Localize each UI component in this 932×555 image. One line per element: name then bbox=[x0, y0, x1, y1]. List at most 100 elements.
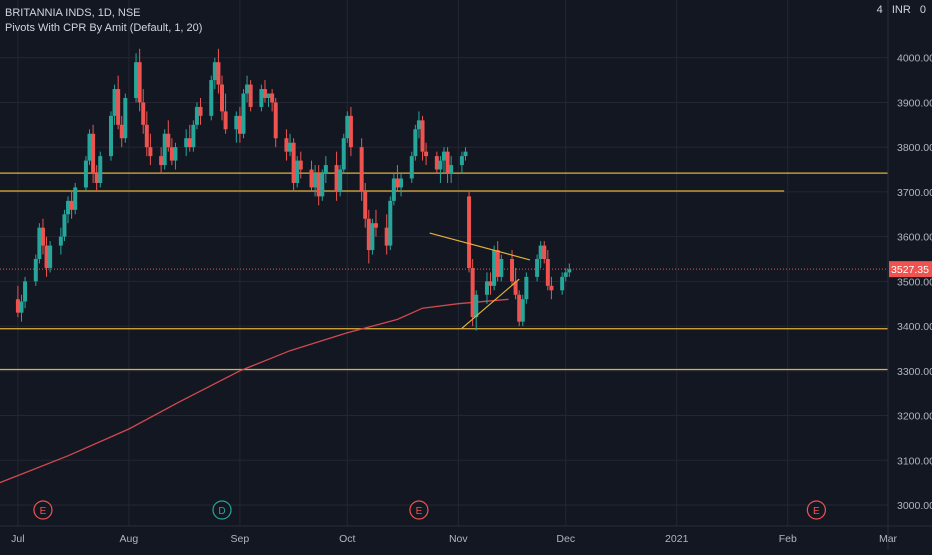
last-price-tag bbox=[889, 261, 932, 278]
price-tick-label: 3600.00 bbox=[897, 232, 932, 244]
candle-body bbox=[62, 214, 67, 237]
price-tick-label: 3900.00 bbox=[897, 97, 932, 109]
candle-body bbox=[438, 160, 443, 170]
candle-body bbox=[370, 223, 375, 251]
candle-body bbox=[259, 89, 264, 107]
indicator-title[interactable]: Pivots With CPR By Amit (Default, 1, 20) bbox=[5, 22, 203, 34]
candle-body bbox=[169, 147, 174, 161]
last-price-line: 3527.35 bbox=[0, 261, 932, 278]
candle-body bbox=[467, 196, 472, 268]
earnings-marker[interactable]: E bbox=[806, 500, 826, 520]
candle-body bbox=[295, 160, 300, 183]
candle-body bbox=[91, 133, 96, 175]
candle-body bbox=[320, 174, 325, 197]
candle-body bbox=[194, 106, 199, 125]
candle-body bbox=[187, 138, 192, 148]
candle-body bbox=[513, 281, 518, 295]
candle-body bbox=[284, 138, 289, 152]
candle-body bbox=[449, 165, 454, 175]
price-tick-label: 3200.00 bbox=[897, 411, 932, 423]
candle-body bbox=[399, 178, 404, 188]
candle-body bbox=[538, 245, 543, 259]
candle-body bbox=[341, 138, 346, 170]
candle-body bbox=[492, 250, 497, 286]
candle-body bbox=[216, 62, 221, 85]
candle-body bbox=[184, 138, 189, 148]
time-tick-label: Nov bbox=[449, 533, 468, 545]
axis-marker-4: 4 bbox=[876, 4, 883, 16]
candle-body bbox=[291, 142, 296, 183]
candle-body bbox=[567, 269, 572, 273]
event-label: E bbox=[813, 506, 820, 517]
candle-body bbox=[262, 89, 267, 98]
price-tick-label: 3500.00 bbox=[897, 276, 932, 288]
last-price-label: 3527.35 bbox=[891, 264, 929, 276]
candle-body bbox=[270, 93, 275, 103]
price-tick-label: 3800.00 bbox=[897, 142, 932, 154]
candle-body bbox=[159, 156, 164, 166]
candle-body bbox=[409, 156, 414, 179]
candle-body bbox=[510, 259, 515, 282]
candle-body bbox=[384, 227, 389, 246]
time-tick-label: 2021 bbox=[665, 533, 689, 545]
candle-body bbox=[316, 174, 321, 197]
candle-body bbox=[220, 84, 224, 112]
trendline bbox=[429, 232, 531, 261]
candles bbox=[15, 48, 572, 331]
candle-body bbox=[395, 178, 400, 188]
candle-body bbox=[173, 147, 178, 161]
event-circle bbox=[33, 500, 53, 520]
event-circle bbox=[409, 500, 429, 520]
currency-label[interactable]: INR bbox=[891, 4, 911, 16]
candle-body bbox=[212, 62, 217, 81]
price-tick-label: 3300.00 bbox=[897, 366, 932, 378]
candle-body bbox=[298, 160, 303, 170]
candle-body bbox=[560, 276, 565, 291]
candle-body bbox=[19, 301, 24, 313]
candle-body bbox=[442, 151, 446, 161]
candle-body bbox=[37, 227, 42, 259]
event-label: D bbox=[218, 506, 225, 517]
moving-average-layer bbox=[0, 298, 509, 484]
candle-body bbox=[348, 115, 353, 148]
candle-body bbox=[373, 223, 378, 228]
candle-body bbox=[323, 165, 328, 175]
price-tick-label: 3400.00 bbox=[897, 321, 932, 333]
symbol-title[interactable]: BRITANNIA INDS, 1D, NSE bbox=[5, 7, 141, 19]
candle-body bbox=[488, 281, 493, 286]
candle-body bbox=[359, 147, 364, 192]
time-tick-label: Dec bbox=[556, 533, 575, 545]
candle-body bbox=[166, 133, 171, 148]
candle-body bbox=[542, 245, 547, 259]
candle-body bbox=[40, 227, 45, 246]
candle-body bbox=[363, 191, 368, 219]
candle-body bbox=[119, 124, 124, 139]
candle-body bbox=[495, 250, 500, 277]
candle-body bbox=[334, 165, 339, 192]
dividend-marker[interactable]: D bbox=[212, 500, 232, 520]
time-tick-label: Mar bbox=[879, 533, 898, 545]
price-tick-label: 4000.00 bbox=[897, 53, 932, 65]
event-circle bbox=[806, 500, 826, 520]
candle-body bbox=[345, 115, 350, 139]
earnings-marker[interactable]: E bbox=[409, 500, 429, 520]
trendline bbox=[461, 278, 520, 329]
time-axis[interactable]: Jul Aug Sep Oct Nov Dec 2021 Feb Mar bbox=[0, 525, 932, 545]
moving-average-line bbox=[0, 298, 509, 484]
candle-body bbox=[234, 115, 239, 130]
earnings-marker[interactable]: E bbox=[33, 500, 53, 520]
candle-body bbox=[248, 84, 253, 107]
candle-body bbox=[313, 174, 318, 188]
chart-legend: BRITANNIA INDS, 1D, NSE Pivots With CPR … bbox=[5, 6, 202, 36]
candle-body bbox=[48, 245, 53, 268]
candle-body bbox=[463, 151, 468, 157]
price-tick-label: 3100.00 bbox=[897, 455, 932, 467]
time-tick-label: Sep bbox=[231, 533, 250, 545]
time-tick-label: Jul bbox=[11, 533, 24, 545]
candle-body bbox=[413, 129, 418, 157]
price-axis[interactable]: 3000.00 3100.00 3200.00 3300.00 3400.00 3500.… bbox=[887, 0, 932, 550]
event-label: E bbox=[416, 506, 423, 517]
